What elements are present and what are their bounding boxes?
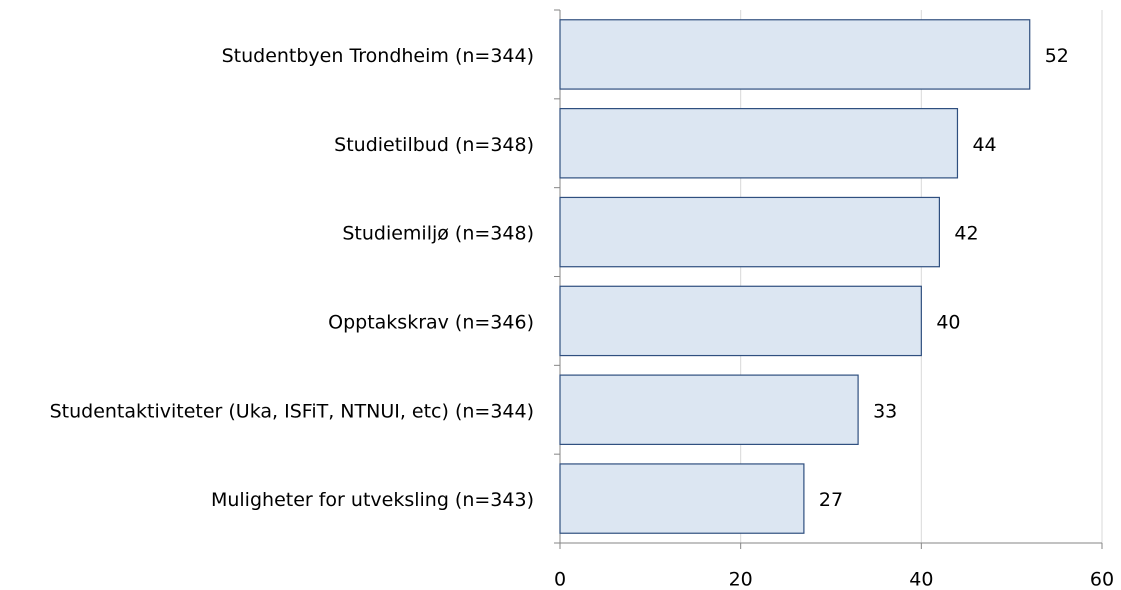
bar — [559, 463, 805, 534]
x-tick-label: 40 — [909, 569, 933, 590]
y-tick-label: Muligheter for utveksling (n=343) — [211, 489, 534, 511]
y-tick-label: Opptakskrav (n=346) — [328, 311, 534, 333]
value-label: 52 — [1045, 45, 1069, 67]
bar — [559, 285, 922, 357]
y-tick-label: Studentbyen Trondheim (n=344) — [222, 45, 534, 67]
bar — [559, 19, 1031, 90]
value-label: 44 — [972, 134, 996, 156]
x-tick-label: 0 — [554, 569, 566, 590]
value-label: 33 — [873, 400, 897, 422]
y-tick-label: Studiemiljø (n=348) — [342, 223, 534, 245]
bar — [559, 108, 959, 179]
bar — [559, 196, 940, 268]
y-tick-label: Studietilbud (n=348) — [334, 134, 534, 156]
x-tick-label: 60 — [1090, 569, 1114, 590]
bar — [559, 374, 859, 445]
value-label: 42 — [954, 223, 978, 245]
x-tick-label: 20 — [729, 569, 753, 590]
y-tick-label: Studentaktiviteter (Uka, ISFiT, NTNUI, e… — [50, 400, 534, 422]
value-label: 40 — [936, 311, 960, 333]
value-label: 27 — [819, 489, 843, 511]
